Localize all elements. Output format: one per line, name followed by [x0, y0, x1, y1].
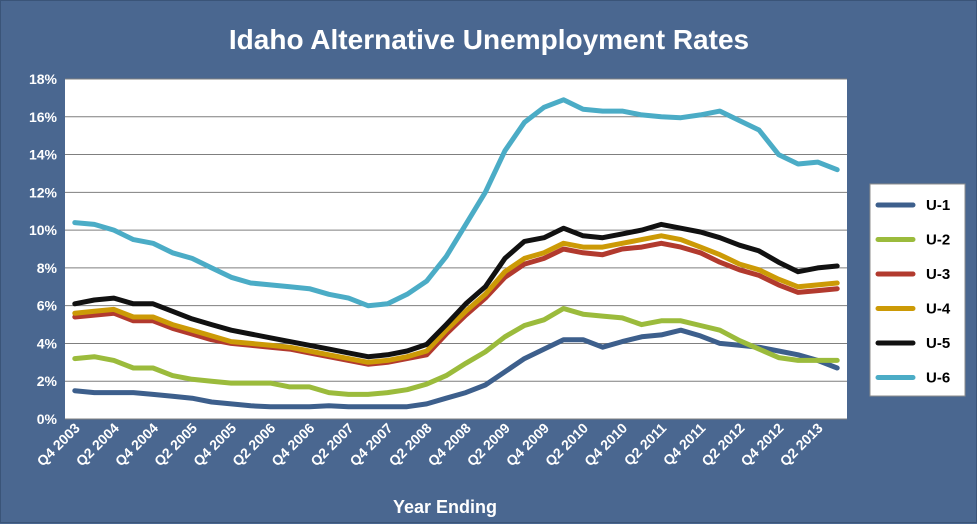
y-tick-label: 0%: [37, 411, 58, 427]
legend-label-u-5: U-5: [926, 335, 950, 352]
legend-box: [869, 183, 966, 397]
gridlines: [65, 78, 847, 420]
y-tick-label: 12%: [29, 184, 58, 200]
legend-label-u-2: U-2: [926, 232, 950, 249]
y-axis-tick-labels: 0% 2% 4% 6% 8% 10% 12% 14% 16% 18%: [29, 71, 58, 427]
y-tick-label: 8%: [37, 260, 58, 276]
series-line-u-6: [72, 97, 840, 309]
series-line-u-4: [72, 233, 840, 365]
series-line-u-5: [72, 221, 840, 360]
legend-label-u-1: U-1: [926, 197, 950, 214]
y-tick-label: 2%: [37, 373, 58, 389]
chart-title: Idaho Alternative Unemployment Rates: [229, 24, 749, 55]
series-line-u-1: [72, 327, 840, 410]
y-tick-label: 4%: [37, 335, 58, 351]
legend-label-u-6: U-6: [926, 370, 950, 387]
x-tick-label: Q2 2013: [776, 420, 825, 469]
x-tick-label: Q2 2011: [621, 420, 670, 469]
plot-area: [65, 79, 847, 419]
legend-label-u-3: U-3: [926, 266, 950, 283]
x-tick-label: Q4 2010: [581, 420, 630, 469]
y-tick-label: 10%: [29, 222, 58, 238]
y-tick-label: 18%: [29, 71, 58, 87]
series-lines: [72, 97, 840, 410]
y-tick-label: 16%: [29, 109, 58, 125]
legend-label-u-4: U-4: [926, 301, 951, 318]
y-tick-label: 14%: [29, 147, 58, 163]
series-line-u-2: [72, 306, 840, 397]
x-axis-label: Year Ending: [393, 497, 497, 517]
y-tick-label: 6%: [37, 298, 58, 314]
series-line-u-3: [72, 240, 840, 367]
legend: U-1 U-2 U-3 U-4 U-5 U-6: [869, 183, 966, 397]
